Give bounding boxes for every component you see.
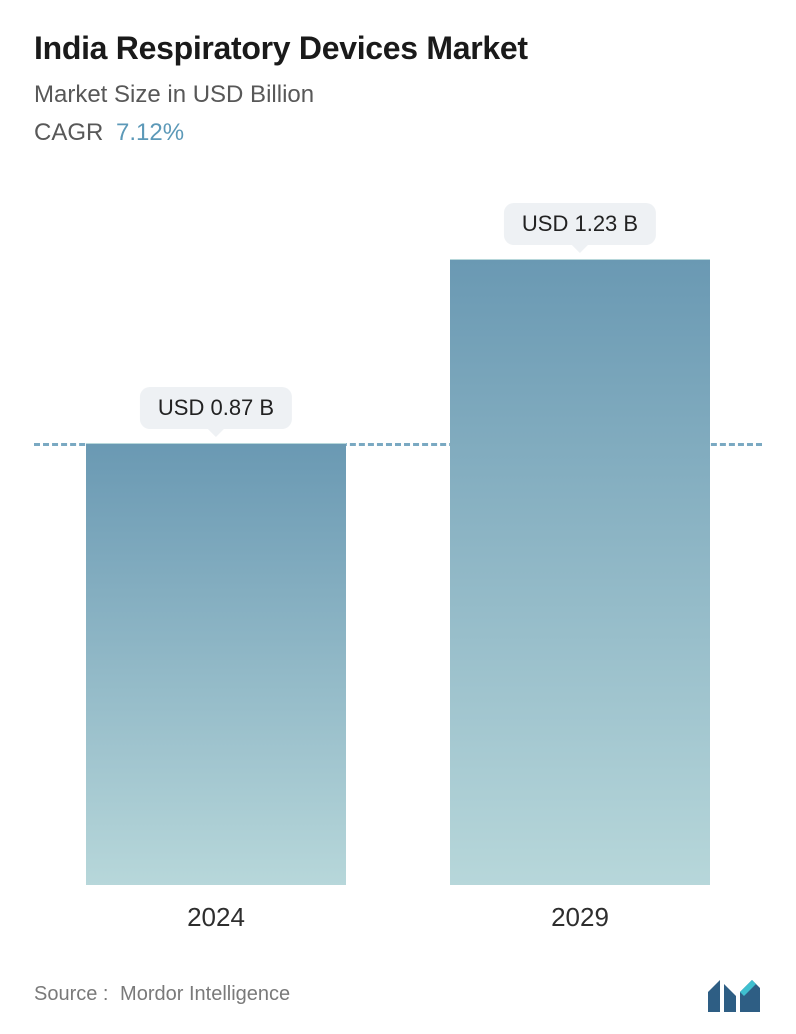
- bars-group: USD 0.87 B USD 1.23 B: [34, 173, 762, 885]
- source-attribution: Source : Mordor Intelligence: [34, 983, 290, 1006]
- brand-logo-icon: [706, 974, 762, 1014]
- x-axis-label: 2029: [450, 902, 710, 933]
- x-axis-labels: 2024 2029: [34, 902, 762, 933]
- source-name: Mordor Intelligence: [120, 983, 290, 1005]
- bar: [86, 443, 346, 885]
- bar: [450, 259, 710, 885]
- chart-container: India Respiratory Devices Market Market …: [0, 0, 796, 1034]
- bar-column: USD 1.23 B: [450, 173, 710, 885]
- source-label: Source :: [34, 983, 108, 1005]
- chart-area: USD 0.87 B USD 1.23 B 2024 2029: [34, 173, 762, 933]
- value-label: USD 1.23 B: [504, 203, 656, 245]
- chart-subtitle: Market Size in USD Billion: [34, 81, 762, 109]
- cagr-label: CAGR: [34, 119, 103, 146]
- value-label: USD 0.87 B: [140, 387, 292, 429]
- cagr-line: CAGR 7.12%: [34, 119, 762, 147]
- x-axis-label: 2024: [86, 902, 346, 933]
- footer: Source : Mordor Intelligence: [34, 974, 762, 1014]
- cagr-value: 7.12%: [116, 119, 184, 146]
- chart-title: India Respiratory Devices Market: [34, 30, 762, 67]
- bar-column: USD 0.87 B: [86, 173, 346, 885]
